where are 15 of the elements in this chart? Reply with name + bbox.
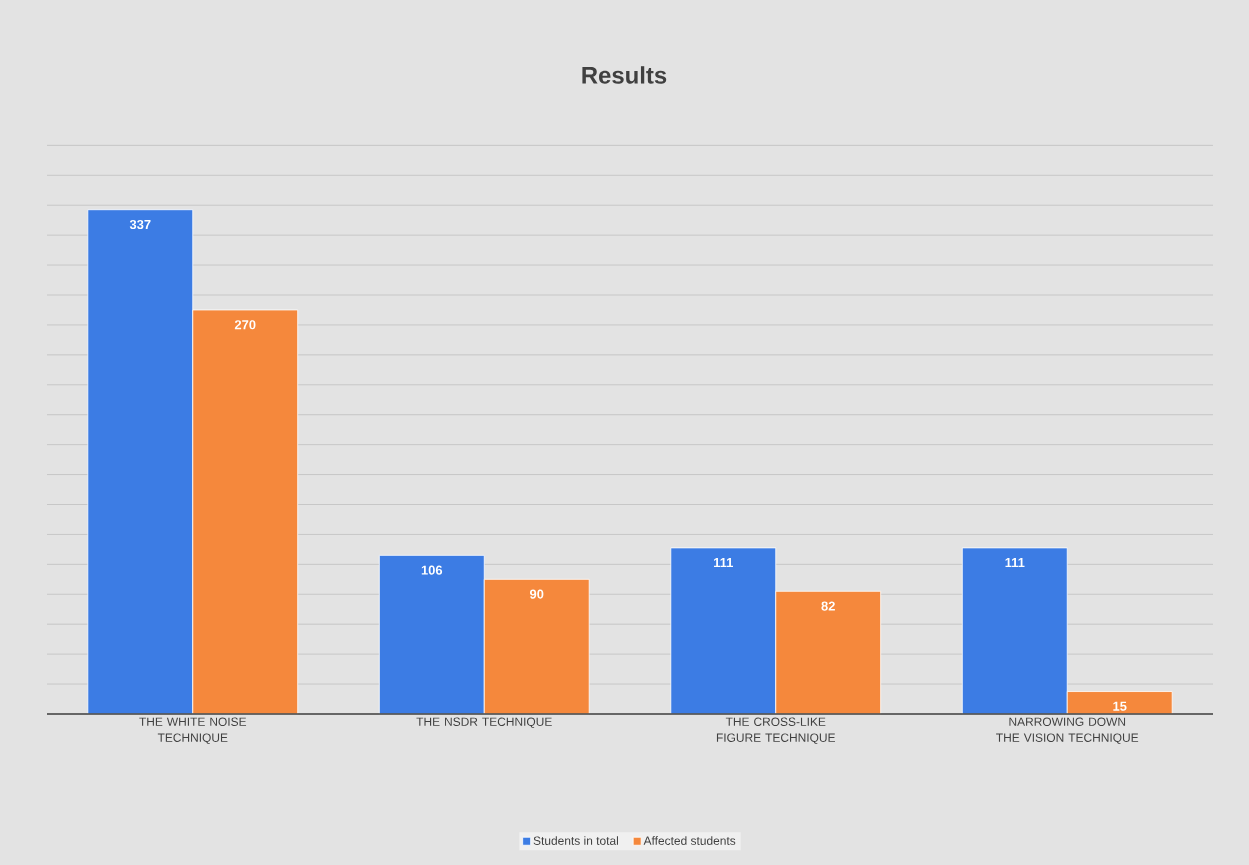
chart-title: Results xyxy=(582,66,667,84)
x-tick-label: THE CROSS-LIKE FIGURE TECHNIQUE xyxy=(716,717,835,745)
data-label: 15 xyxy=(1113,701,1127,711)
data-label: 270 xyxy=(234,320,256,330)
data-label: 106 xyxy=(421,565,443,575)
data-label: 82 xyxy=(821,601,835,611)
x-tick-label: THE WHITE NOISE TECHNIQUE xyxy=(139,717,247,745)
x-tick-label: NARROWING DOWN THE VISION TECHNIQUE xyxy=(996,717,1139,745)
data-label: 111 xyxy=(714,558,734,567)
data-label: 90 xyxy=(529,589,544,599)
legend-label: Students in total xyxy=(533,836,618,845)
legend-label: Affected students xyxy=(643,836,736,845)
data-label: 337 xyxy=(129,219,151,230)
x-tick-label: THE NSDR TECHNIQUE xyxy=(416,717,552,729)
data-label: 111 xyxy=(1005,558,1025,567)
